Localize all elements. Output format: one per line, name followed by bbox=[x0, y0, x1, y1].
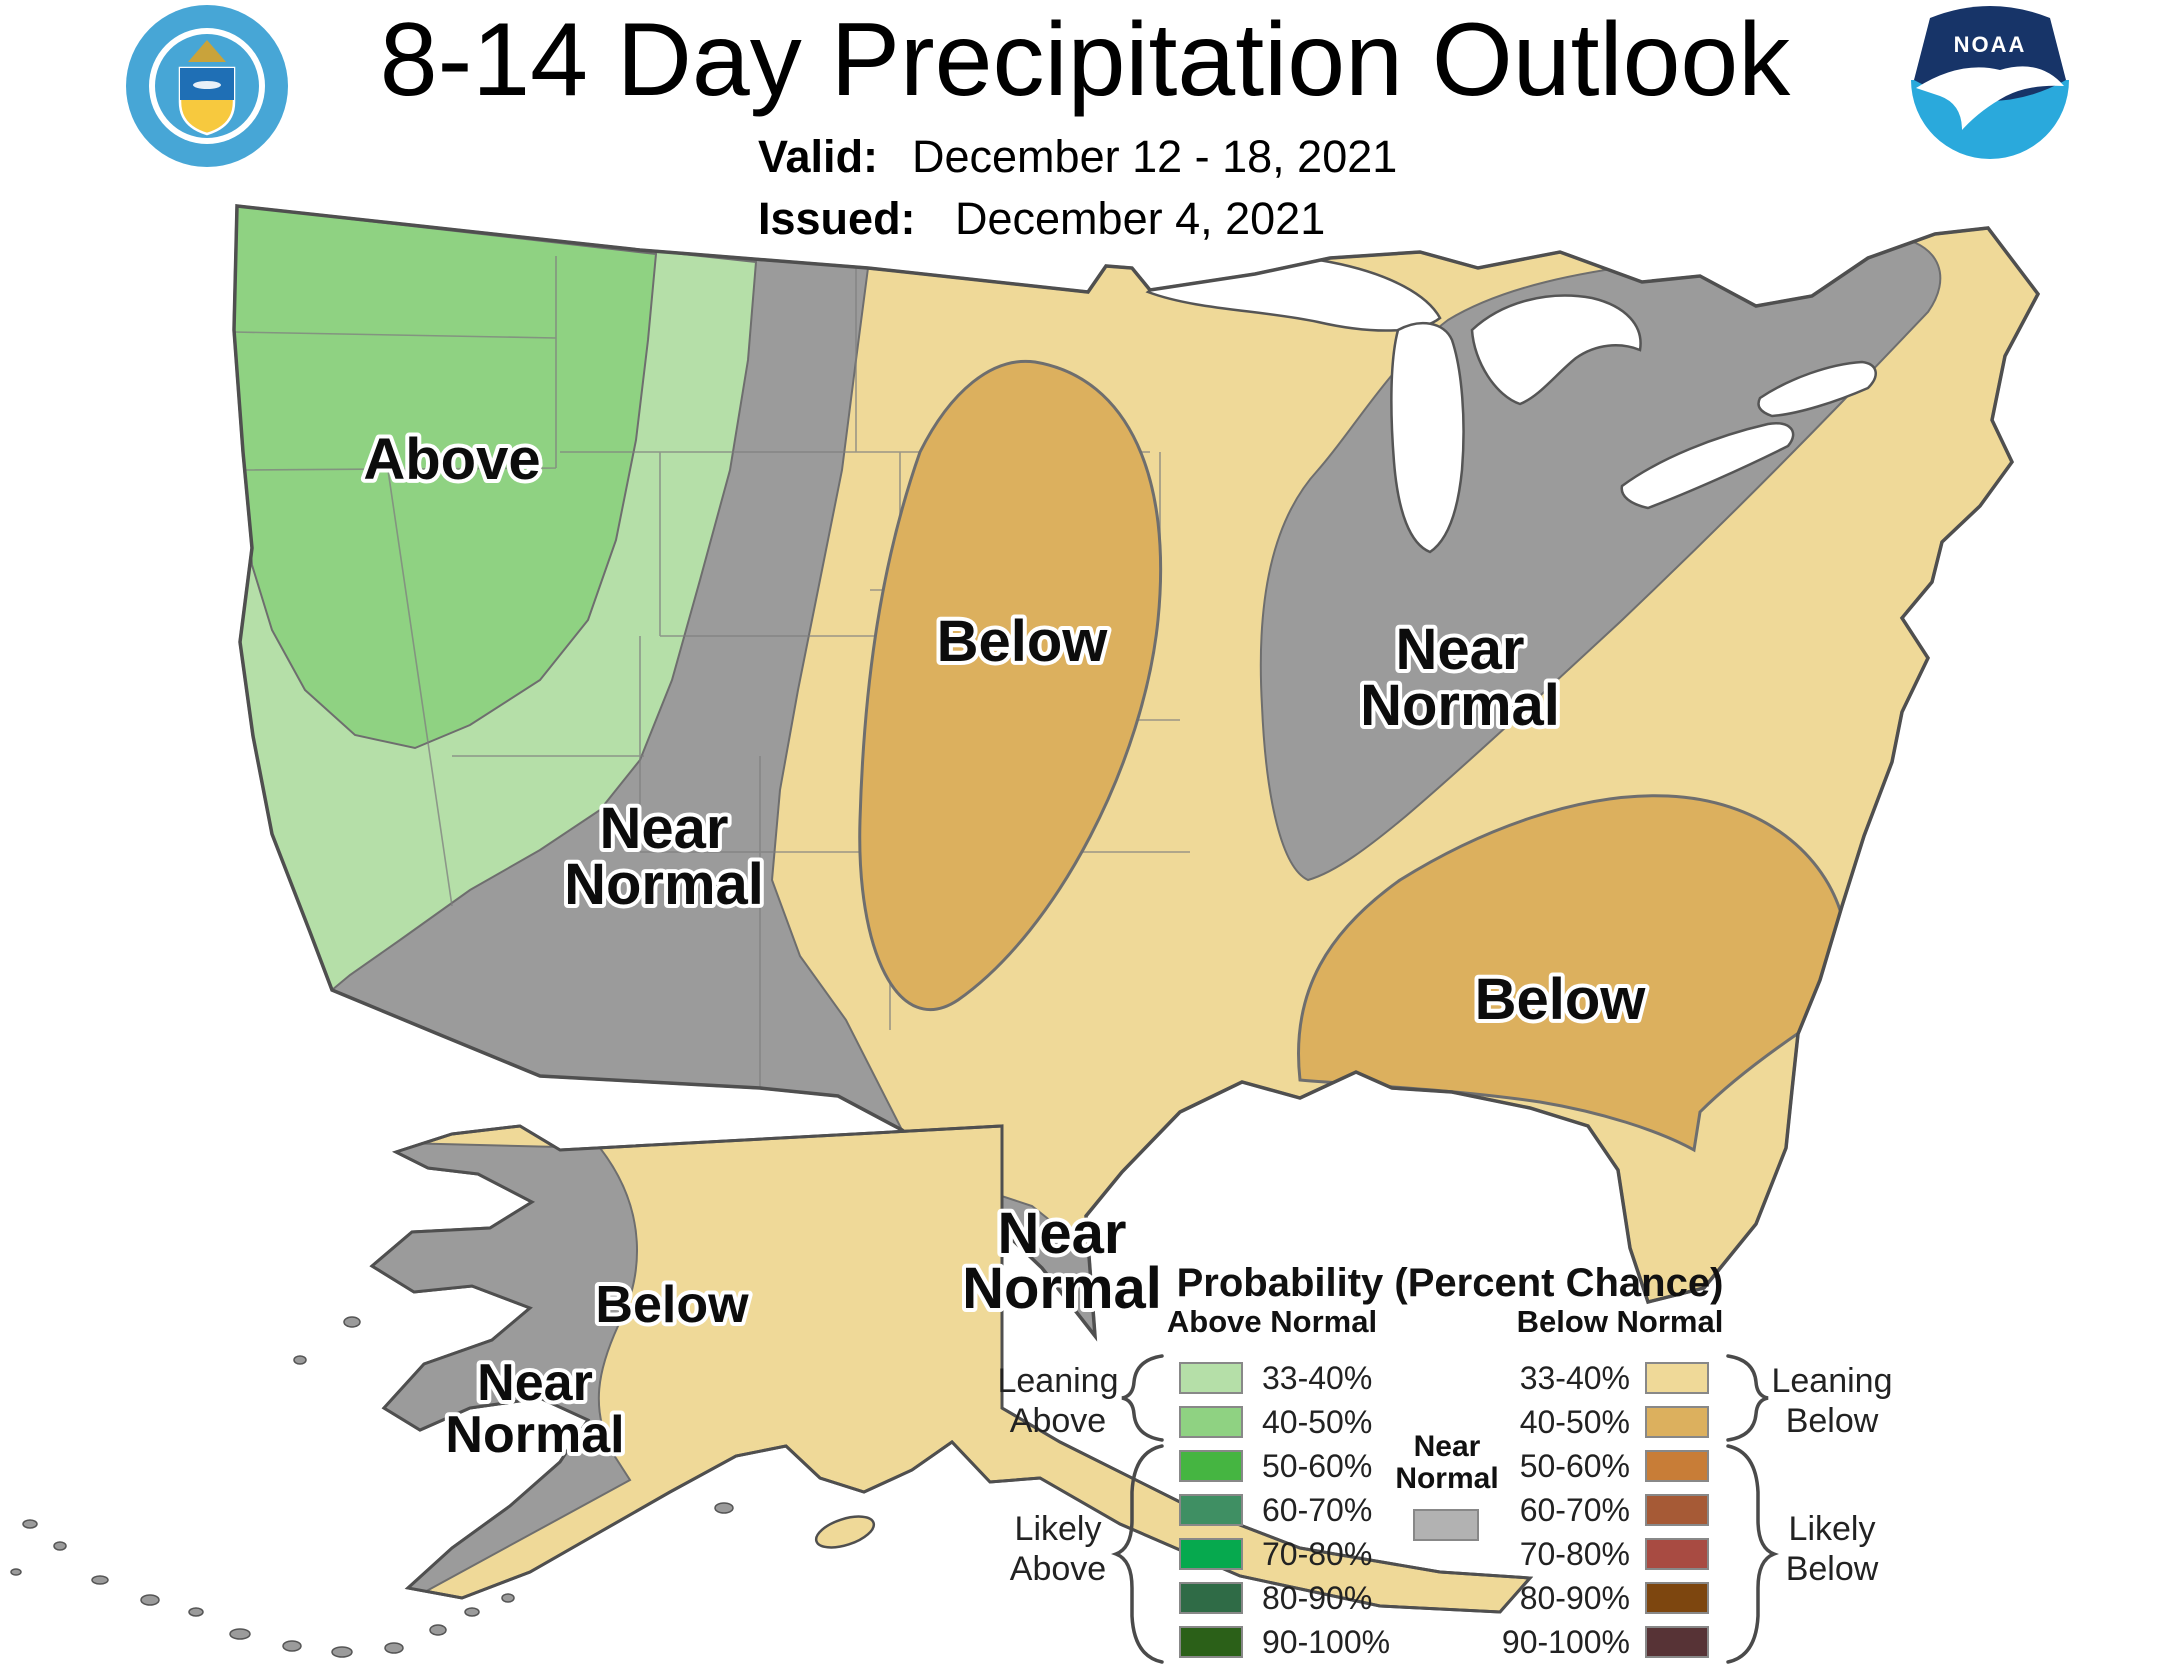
brace-leaning-above bbox=[1121, 1354, 1164, 1442]
svg-text:90-100%: 90-100% bbox=[1502, 1624, 1630, 1660]
svg-text:70-80%: 70-80% bbox=[1520, 1536, 1630, 1572]
legend: Probability (Percent Chance) Above Norma… bbox=[997, 1261, 1893, 1664]
svg-text:90-100%: 90-100% bbox=[1262, 1624, 1390, 1660]
legend-leaning-above-2: Above bbox=[1010, 1402, 1106, 1440]
swatch-above-50-60 bbox=[1179, 1450, 1243, 1482]
legend-above-column bbox=[1179, 1362, 1243, 1658]
brace-likely-below bbox=[1726, 1444, 1779, 1664]
label-below-alaska: Below bbox=[595, 1276, 749, 1334]
legend-above-percents: 33-40% 40-50% 50-60% 60-70% 70-80% 80-90… bbox=[1262, 1360, 1390, 1660]
label-near-normal-stx-1: Near bbox=[998, 1201, 1127, 1266]
lake-ontario bbox=[1757, 360, 1877, 418]
lake-michigan bbox=[1390, 322, 1465, 554]
page-title: 8-14 Day Precipitation Outlook bbox=[380, 2, 1792, 118]
conus-map bbox=[232, 204, 2041, 1342]
svg-text:60-70%: 60-70% bbox=[1520, 1492, 1630, 1528]
swatch-below-90-100 bbox=[1645, 1626, 1709, 1658]
swatch-below-80-90 bbox=[1645, 1582, 1709, 1614]
label-near-normal-midwest-2: Normal bbox=[1360, 673, 1560, 738]
label-below-plains: Below bbox=[937, 609, 1109, 674]
label-above-west: Above bbox=[363, 427, 540, 492]
alaska-map bbox=[10, 1124, 1534, 1658]
legend-likely-above-1: Likely bbox=[1015, 1510, 1102, 1548]
commerce-eagle bbox=[188, 40, 226, 62]
conus-regions bbox=[234, 206, 1942, 1336]
alaska-region-near-normal bbox=[372, 1138, 638, 1612]
legend-below-percents: 33-40% 40-50% 50-60% 60-70% 70-80% 80-90… bbox=[1502, 1360, 1630, 1660]
swatch-below-33-40 bbox=[1645, 1362, 1709, 1394]
swatch-above-60-70 bbox=[1179, 1494, 1243, 1526]
aleutian-islands bbox=[10, 1316, 734, 1658]
legend-leaning-below-1: Leaning bbox=[1771, 1362, 1892, 1400]
noaa-logo-text: NOAA bbox=[1954, 32, 2027, 57]
noaa-gull bbox=[1916, 66, 2064, 130]
legend-near-normal-2: Normal bbox=[1395, 1462, 1498, 1495]
svg-text:40-50%: 40-50% bbox=[1262, 1404, 1372, 1440]
svg-text:33-40%: 33-40% bbox=[1520, 1360, 1630, 1396]
svg-text:40-50%: 40-50% bbox=[1520, 1404, 1630, 1440]
label-near-normal-west-2: Normal bbox=[564, 852, 764, 917]
label-near-normal-west-1: Near bbox=[600, 796, 729, 861]
svg-text:60-70%: 60-70% bbox=[1262, 1492, 1372, 1528]
lake-erie bbox=[1620, 421, 1795, 510]
swatch-below-70-80 bbox=[1645, 1538, 1709, 1570]
svg-text:50-60%: 50-60% bbox=[1262, 1448, 1372, 1484]
svg-text:80-90%: 80-90% bbox=[1262, 1580, 1372, 1616]
issued-label: Issued: bbox=[758, 193, 916, 244]
legend-likely-below-2: Below bbox=[1786, 1550, 1879, 1588]
conus-outline bbox=[232, 204, 2041, 1342]
label-near-normal-ak-2: Normal bbox=[445, 1406, 624, 1464]
swatch-above-80-90 bbox=[1179, 1582, 1243, 1614]
svg-text:33-40%: 33-40% bbox=[1262, 1360, 1372, 1396]
legend-leaning-above-1: Leaning bbox=[997, 1362, 1118, 1400]
legend-below-header: Below Normal bbox=[1517, 1304, 1724, 1339]
label-below-southeast: Below bbox=[1475, 967, 1647, 1032]
swatch-below-50-60 bbox=[1645, 1450, 1709, 1482]
swatch-near-normal bbox=[1413, 1509, 1479, 1541]
swatch-above-40-50 bbox=[1179, 1406, 1243, 1438]
brace-leaning-below bbox=[1726, 1354, 1769, 1442]
swatch-below-60-70 bbox=[1645, 1494, 1709, 1526]
svg-text:80-90%: 80-90% bbox=[1520, 1580, 1630, 1616]
swatch-above-90-100 bbox=[1179, 1626, 1243, 1658]
swatch-above-70-80 bbox=[1179, 1538, 1243, 1570]
legend-likely-below-1: Likely bbox=[1789, 1510, 1876, 1548]
alaska-outline bbox=[369, 1124, 1534, 1614]
label-near-normal-midwest-1: Near bbox=[1396, 617, 1525, 682]
region-below-40-50-plains bbox=[858, 359, 1163, 1012]
swatch-below-40-50 bbox=[1645, 1406, 1709, 1438]
label-near-normal-ak-1: Near bbox=[477, 1354, 593, 1412]
issued-value: December 4, 2021 bbox=[955, 193, 1325, 244]
legend-title: Probability (Percent Chance) bbox=[1177, 1261, 1724, 1305]
legend-braces bbox=[1111, 1354, 1779, 1664]
legend-leaning-below-2: Below bbox=[1786, 1402, 1879, 1440]
label-near-normal-stx-2: Normal bbox=[962, 1256, 1162, 1321]
commerce-logo bbox=[126, 5, 288, 167]
legend-near-normal-1: Near bbox=[1414, 1430, 1481, 1463]
lake-huron bbox=[1470, 294, 1642, 406]
legend-above-header: Above Normal bbox=[1167, 1304, 1377, 1339]
commerce-fish bbox=[193, 81, 221, 89]
kodiak-island bbox=[814, 1515, 876, 1549]
svg-text:50-60%: 50-60% bbox=[1520, 1448, 1630, 1484]
legend-likely-above-2: Above bbox=[1010, 1550, 1106, 1588]
valid-label: Valid: bbox=[758, 131, 878, 182]
valid-value: December 12 - 18, 2021 bbox=[912, 131, 1397, 182]
legend-below-column bbox=[1645, 1362, 1709, 1658]
swatch-above-33-40 bbox=[1179, 1362, 1243, 1394]
svg-text:70-80%: 70-80% bbox=[1262, 1536, 1372, 1572]
brace-likely-above bbox=[1111, 1444, 1164, 1664]
noaa-logo: NOAA bbox=[1911, 6, 2069, 159]
